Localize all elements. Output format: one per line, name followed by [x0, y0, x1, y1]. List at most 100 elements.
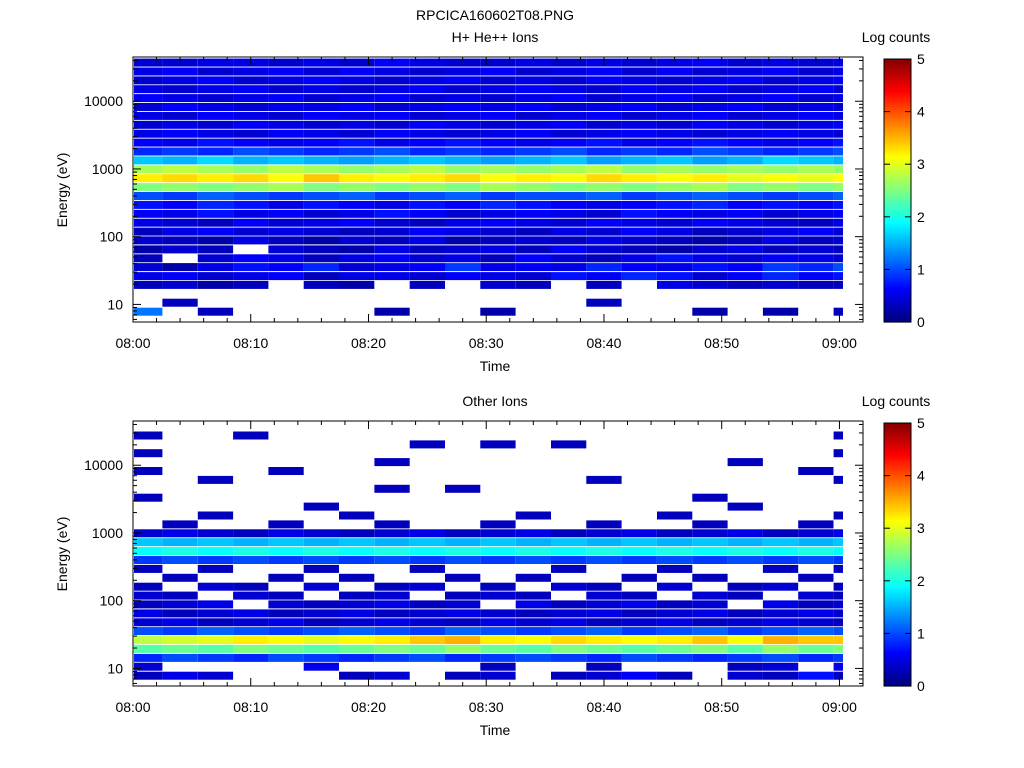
heatmap-cell	[268, 591, 304, 600]
heatmap-cell	[621, 644, 657, 653]
colorbar-tick-label: 5	[917, 415, 925, 431]
heatmap-cell	[833, 218, 843, 227]
heatmap-cell	[339, 627, 375, 636]
heatmap-cell	[621, 671, 657, 680]
colorbar-segment	[884, 94, 911, 97]
heatmap-cell	[657, 138, 693, 147]
heatmap-cell	[551, 147, 587, 156]
heatmap-cell	[445, 156, 481, 165]
heatmap-cell	[197, 209, 234, 218]
heatmap-cell	[374, 58, 410, 67]
heatmap-cell	[162, 636, 198, 645]
heatmap-cell	[798, 591, 834, 600]
colorbar-segment	[884, 278, 911, 281]
y-tick-label: 1000	[92, 525, 123, 541]
heatmap-cell	[727, 129, 763, 138]
heatmap-cell	[162, 85, 198, 94]
heatmap-cell	[134, 644, 163, 653]
heatmap-cell	[409, 138, 445, 147]
colorbar-tick-label: 0	[917, 678, 925, 694]
heatmap-cell	[134, 618, 163, 627]
heatmap-cell	[134, 218, 163, 227]
heatmap-cell	[762, 671, 799, 680]
heatmap-cell	[268, 263, 304, 272]
heatmap-cell	[586, 591, 622, 600]
x-tick-label: 09:00	[822, 335, 857, 351]
heatmap-cell	[268, 156, 304, 165]
heatmap-cell	[233, 76, 269, 85]
heatmap-cell	[833, 192, 843, 200]
colorbar-segment	[884, 631, 911, 634]
colorbar-segment	[884, 137, 911, 141]
heatmap-cell	[551, 67, 587, 76]
heatmap-cell	[134, 129, 163, 138]
heatmap-cell	[268, 94, 304, 103]
heatmap-cell	[692, 192, 728, 200]
heatmap-cell	[445, 120, 481, 129]
colorbar-segment	[884, 580, 911, 584]
heatmap-cell	[657, 556, 693, 564]
colorbar-segment	[884, 425, 911, 428]
heatmap-cell	[798, 174, 834, 183]
heatmap-cell	[374, 147, 410, 156]
colorbar-segment	[884, 563, 911, 567]
colorbar-segment	[884, 490, 911, 494]
heatmap-cell	[692, 94, 728, 103]
heatmap-cell	[233, 174, 269, 183]
heatmap-cell	[409, 218, 445, 227]
heatmap-cell	[233, 156, 269, 165]
colorbar-segment	[884, 133, 911, 137]
heatmap-cell	[268, 227, 304, 236]
heatmap-cell	[374, 67, 410, 76]
panel-bottom-title: Other Ions	[462, 393, 527, 409]
heatmap-cell	[134, 609, 163, 618]
heatmap-cell	[303, 227, 339, 236]
heatmap-cell	[374, 218, 410, 227]
heatmap-cell	[586, 582, 622, 591]
colorbar-segment	[884, 438, 911, 442]
colorbar-segment	[884, 589, 911, 593]
heatmap-cell	[197, 254, 234, 263]
heatmap-cell	[551, 165, 587, 174]
heatmap-cell	[762, 245, 799, 254]
heatmap-cell	[551, 76, 587, 85]
heatmap-cell	[762, 609, 799, 618]
heatmap-cell	[798, 653, 834, 662]
y-tick-label: 10000	[84, 93, 123, 109]
heatmap-cell	[197, 236, 234, 245]
heatmap-cell	[339, 76, 375, 85]
heatmap-cell	[197, 200, 234, 209]
colorbar-segment	[884, 629, 911, 632]
colorbar-segment	[884, 67, 911, 71]
heatmap-cell	[586, 254, 622, 263]
heatmap-cell	[762, 111, 799, 120]
heatmap-cell	[692, 591, 728, 600]
panel-bottom-y-label: Energy (eV)	[54, 517, 70, 592]
heatmap-cell	[303, 245, 339, 254]
heatmap-cell	[692, 67, 728, 76]
heatmap-cell	[657, 120, 693, 129]
colorbar-segment	[884, 600, 911, 604]
heatmap-cell	[162, 600, 198, 609]
heatmap-cell	[374, 671, 410, 680]
heatmap-cell	[586, 547, 622, 556]
heatmap-cell	[480, 627, 516, 636]
heatmap-cell	[798, 609, 834, 618]
heatmap-cell	[339, 192, 375, 200]
heatmap-cell	[268, 529, 304, 538]
heatmap-cell	[657, 200, 693, 209]
heatmap-cell	[162, 147, 198, 156]
heatmap-cell	[233, 272, 269, 281]
heatmap-cell	[727, 627, 763, 636]
heatmap-cell	[480, 591, 516, 600]
colorbar-segment	[884, 569, 911, 573]
heatmap-cell	[692, 538, 728, 547]
heatmap-cell	[233, 218, 269, 227]
colorbar-segment	[884, 199, 911, 203]
heatmap-cell	[762, 547, 799, 556]
heatmap-cell	[197, 538, 234, 547]
colorbar-segment	[884, 593, 911, 597]
colorbar-segment	[884, 607, 911, 610]
heatmap-cell	[515, 147, 551, 156]
